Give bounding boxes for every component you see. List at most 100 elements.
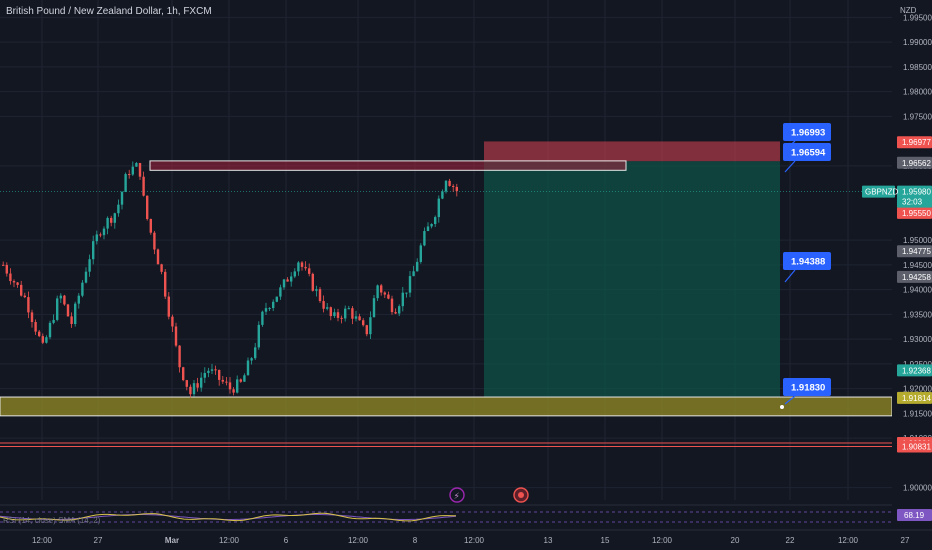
candle	[113, 213, 116, 223]
rsi-line	[0, 512, 457, 522]
x-tick-label: 22	[786, 536, 795, 545]
candle	[376, 285, 379, 299]
price-badge	[897, 364, 932, 377]
candle	[174, 326, 178, 346]
rsi-legend: RSI (14, close) SMA (14, 2)	[3, 516, 101, 525]
zone-target[interactable]	[484, 161, 780, 398]
x-tick-label: Mar	[165, 536, 179, 545]
candle	[272, 301, 275, 309]
candle	[9, 273, 12, 282]
candle	[243, 375, 246, 382]
candle	[20, 284, 23, 296]
candle	[110, 217, 113, 223]
y-tick-label: 1.92500	[903, 360, 932, 369]
x-tick-label: 12:00	[652, 536, 673, 545]
candle	[178, 345, 181, 368]
candle	[81, 282, 84, 296]
candle	[232, 389, 235, 393]
candle	[304, 266, 307, 269]
price-badge-label: 1.92368	[902, 366, 931, 375]
callout-pointer	[784, 160, 796, 173]
candle	[293, 271, 296, 277]
callout-pointer	[784, 269, 796, 283]
candle	[329, 307, 332, 317]
candle	[92, 241, 95, 260]
candle	[146, 195, 149, 219]
candle	[318, 289, 322, 302]
price-badge	[897, 270, 932, 283]
candle	[167, 296, 170, 317]
candle	[333, 312, 336, 317]
candle	[41, 336, 44, 343]
candle	[102, 228, 106, 236]
last-price-label: 1.95980	[902, 188, 931, 197]
candle	[412, 271, 415, 277]
y-tick-label: 1.99000	[903, 38, 932, 47]
candle	[390, 298, 394, 313]
lightning-icon[interactable]	[449, 487, 465, 503]
x-tick-label: 8	[413, 536, 418, 545]
candle	[77, 295, 80, 304]
candle	[142, 176, 145, 196]
candle	[2, 264, 5, 266]
candle	[452, 185, 455, 187]
candle	[38, 331, 41, 337]
y-tick-label: 1.94000	[903, 286, 932, 295]
candle	[239, 379, 242, 382]
candle	[48, 322, 52, 338]
candle	[444, 180, 448, 192]
candle	[210, 369, 214, 371]
price-badge	[897, 391, 932, 404]
candle	[124, 174, 127, 192]
candle	[297, 262, 300, 272]
x-tick-label: 12:00	[464, 536, 485, 545]
price-badge	[897, 206, 932, 219]
candle	[88, 259, 91, 272]
zone-resistance[interactable]	[149, 160, 627, 171]
price-callout[interactable]	[783, 123, 831, 141]
zone-stop[interactable]	[484, 141, 780, 162]
candle	[268, 308, 271, 310]
candle	[99, 234, 102, 236]
candle	[84, 271, 88, 283]
candle	[326, 307, 329, 309]
candle	[282, 279, 286, 288]
price-callout[interactable]	[783, 143, 831, 161]
candle	[362, 320, 365, 326]
price-badge	[897, 136, 932, 149]
price-callout[interactable]	[783, 252, 831, 270]
x-tick-label: 12:00	[838, 536, 859, 545]
price-callout-label: 1.96594	[791, 148, 826, 159]
candle	[27, 297, 30, 313]
candle	[225, 381, 228, 383]
candle	[261, 311, 264, 325]
price-callout-label: 1.91830	[791, 383, 825, 394]
x-tick-label: 27	[901, 536, 910, 545]
x-tick-label: 12:00	[32, 536, 53, 545]
price-badge-label: 1.95550	[902, 209, 931, 218]
candle	[207, 370, 210, 373]
candle	[264, 308, 268, 312]
chart-title: British Pound / New Zealand Dollar, 1h, …	[6, 6, 212, 17]
candle	[250, 358, 253, 361]
candle	[52, 319, 55, 323]
candle	[423, 231, 426, 246]
y-tick-label: 1.98000	[903, 88, 932, 97]
price-badge	[897, 156, 932, 169]
candle	[95, 234, 98, 242]
candle	[153, 232, 156, 250]
candle	[322, 301, 325, 309]
candle	[164, 271, 167, 297]
zone-support[interactable]	[0, 396, 893, 417]
countdown-label: 32:03	[902, 198, 923, 207]
candle	[347, 308, 350, 310]
price-callout-label: 1.96993	[791, 128, 825, 139]
candle	[254, 347, 257, 359]
rsi-value-label: 68.19	[904, 511, 925, 520]
y-tick-label: 1.93500	[903, 310, 932, 319]
price-callout[interactable]	[783, 378, 831, 396]
candle	[311, 273, 314, 291]
y-tick-label: 1.93000	[903, 335, 932, 344]
x-tick-label: 6	[284, 536, 289, 545]
